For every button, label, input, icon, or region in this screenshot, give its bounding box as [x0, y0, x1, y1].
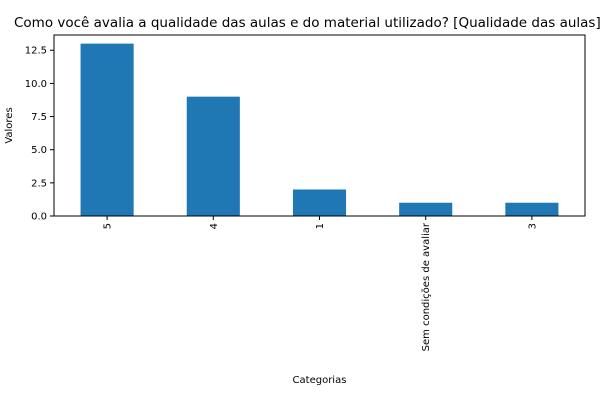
- x-tick-label: 1: [315, 223, 326, 229]
- x-axis: 5 4 1 Sem condições de avaliar 3: [103, 216, 538, 351]
- bar-2: [292, 189, 347, 216]
- y-tick-label: 10.0: [25, 79, 47, 90]
- bars-group: [80, 43, 559, 216]
- plot-frame: [53, 34, 586, 217]
- y-axis-label: Valores: [4, 107, 15, 143]
- y-axis: 0.0 2.5 5.0 7.5 10.0 12.5: [25, 46, 54, 223]
- x-axis-label: Categorias: [293, 375, 347, 386]
- y-tick-label: 12.5: [25, 46, 47, 57]
- chart-title: Como você avalia a qualidade das aulas e…: [14, 15, 600, 31]
- bar-3: [399, 202, 453, 216]
- x-tick-label: 3: [527, 223, 538, 229]
- y-tick-label: 7.5: [31, 112, 47, 123]
- x-tick-label: Sem condições de avaliar: [421, 222, 432, 351]
- bar-1: [186, 96, 240, 216]
- y-tick-label: 2.5: [31, 178, 47, 189]
- y-tick-label: 5.0: [31, 145, 47, 156]
- bar-0: [80, 43, 134, 216]
- bar-4: [505, 202, 559, 216]
- x-tick-label: 4: [209, 223, 220, 229]
- y-tick-label: 0.0: [31, 212, 47, 223]
- x-tick-label: 5: [103, 223, 114, 229]
